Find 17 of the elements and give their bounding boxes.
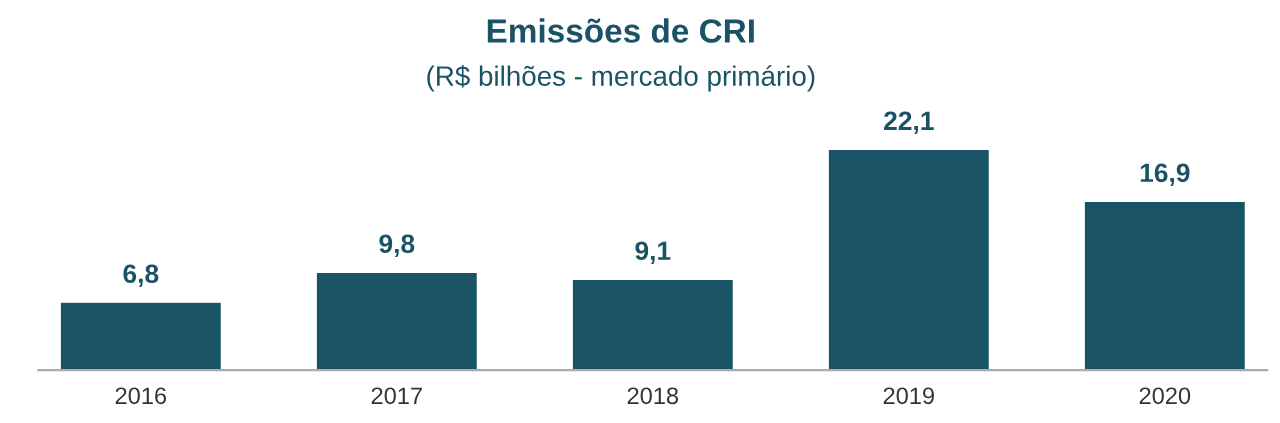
- data-label: 9,1: [635, 241, 671, 264]
- data-label: 16,9: [1140, 163, 1190, 186]
- x-tick-label: 2019: [883, 387, 934, 405]
- bar: [827, 148, 991, 371]
- data-label: 9,8: [379, 234, 415, 257]
- bar: [315, 271, 479, 371]
- chart-subtitle: (R$ bilhões - mercado primário): [427, 65, 815, 92]
- bar: [571, 278, 735, 371]
- bar: [59, 301, 223, 371]
- x-tick-label: 2016: [115, 387, 167, 405]
- x-tick-label: 2018: [627, 387, 679, 405]
- x-tick-label: 2020: [1139, 387, 1191, 405]
- x-tick-label: 2017: [371, 387, 422, 405]
- data-label: 22,1: [884, 111, 934, 134]
- data-label: 6,8: [123, 264, 159, 287]
- bar: [1083, 200, 1247, 371]
- chart-title: Emissões de CRI: [487, 18, 754, 43]
